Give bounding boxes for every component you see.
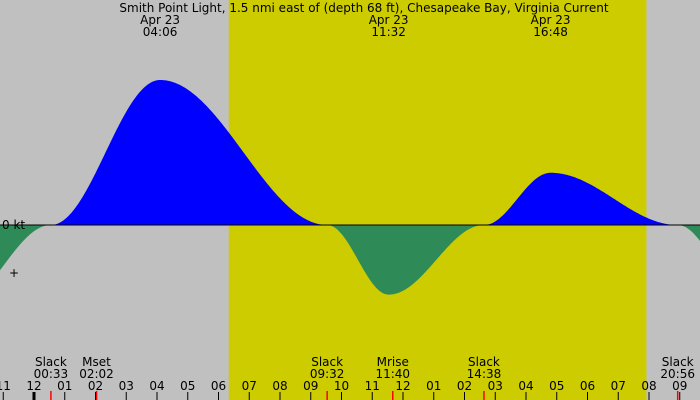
x-tick-label: 05: [549, 379, 564, 393]
x-tick-label: 03: [488, 379, 503, 393]
x-tick-label: 04: [518, 379, 533, 393]
x-tick-label: 02: [457, 379, 472, 393]
event-label: Slack: [35, 355, 67, 369]
x-tick-label: 09: [672, 379, 687, 393]
event-time: 02:02: [79, 367, 114, 381]
flood-area: [0, 80, 700, 225]
x-tick-label: 01: [426, 379, 441, 393]
chart-title: Smith Point Light, 1.5 nmi east of (dept…: [119, 1, 609, 15]
x-tick-label: 05: [180, 379, 195, 393]
x-tick-label: 01: [57, 379, 72, 393]
x-tick-label: 06: [580, 379, 595, 393]
event-label: Slack: [662, 355, 694, 369]
ebb-area: [0, 225, 700, 295]
x-tick-label: 02: [88, 379, 103, 393]
event-time: 09:32: [310, 367, 345, 381]
x-tick-label: 07: [242, 379, 257, 393]
x-tick-label: 12: [395, 379, 410, 393]
x-tick-label: 08: [272, 379, 287, 393]
event-time: 00:33: [34, 367, 69, 381]
event-label: Mset: [82, 355, 111, 369]
event-label: Slack: [468, 355, 500, 369]
max-date-label: Apr 23: [140, 13, 180, 27]
plus-marker: +: [9, 266, 19, 280]
event-time: 14:38: [467, 367, 502, 381]
max-date-label: Apr 23: [531, 13, 571, 27]
event-label: Mrise: [377, 355, 409, 369]
max-date-label: Apr 23: [369, 13, 409, 27]
max-time-label: 16:48: [533, 25, 568, 39]
x-tick-label: 06: [211, 379, 226, 393]
event-time: 11:40: [375, 367, 410, 381]
x-tick-label: 07: [611, 379, 626, 393]
event-label: Slack: [311, 355, 343, 369]
x-tick-label: 11: [0, 379, 11, 393]
x-tick-label: 09: [303, 379, 318, 393]
x-tick-label: 03: [119, 379, 134, 393]
zero-label: 0 kt: [2, 218, 25, 232]
x-tick-label: 10: [334, 379, 349, 393]
event-time: 20:56: [660, 367, 695, 381]
x-tick-label: 11: [365, 379, 380, 393]
x-tick-label: 08: [641, 379, 656, 393]
x-tick-label: 12: [26, 379, 41, 393]
max-time-label: 11:32: [371, 25, 406, 39]
x-tick-label: 04: [149, 379, 164, 393]
max-time-label: 04:06: [143, 25, 178, 39]
